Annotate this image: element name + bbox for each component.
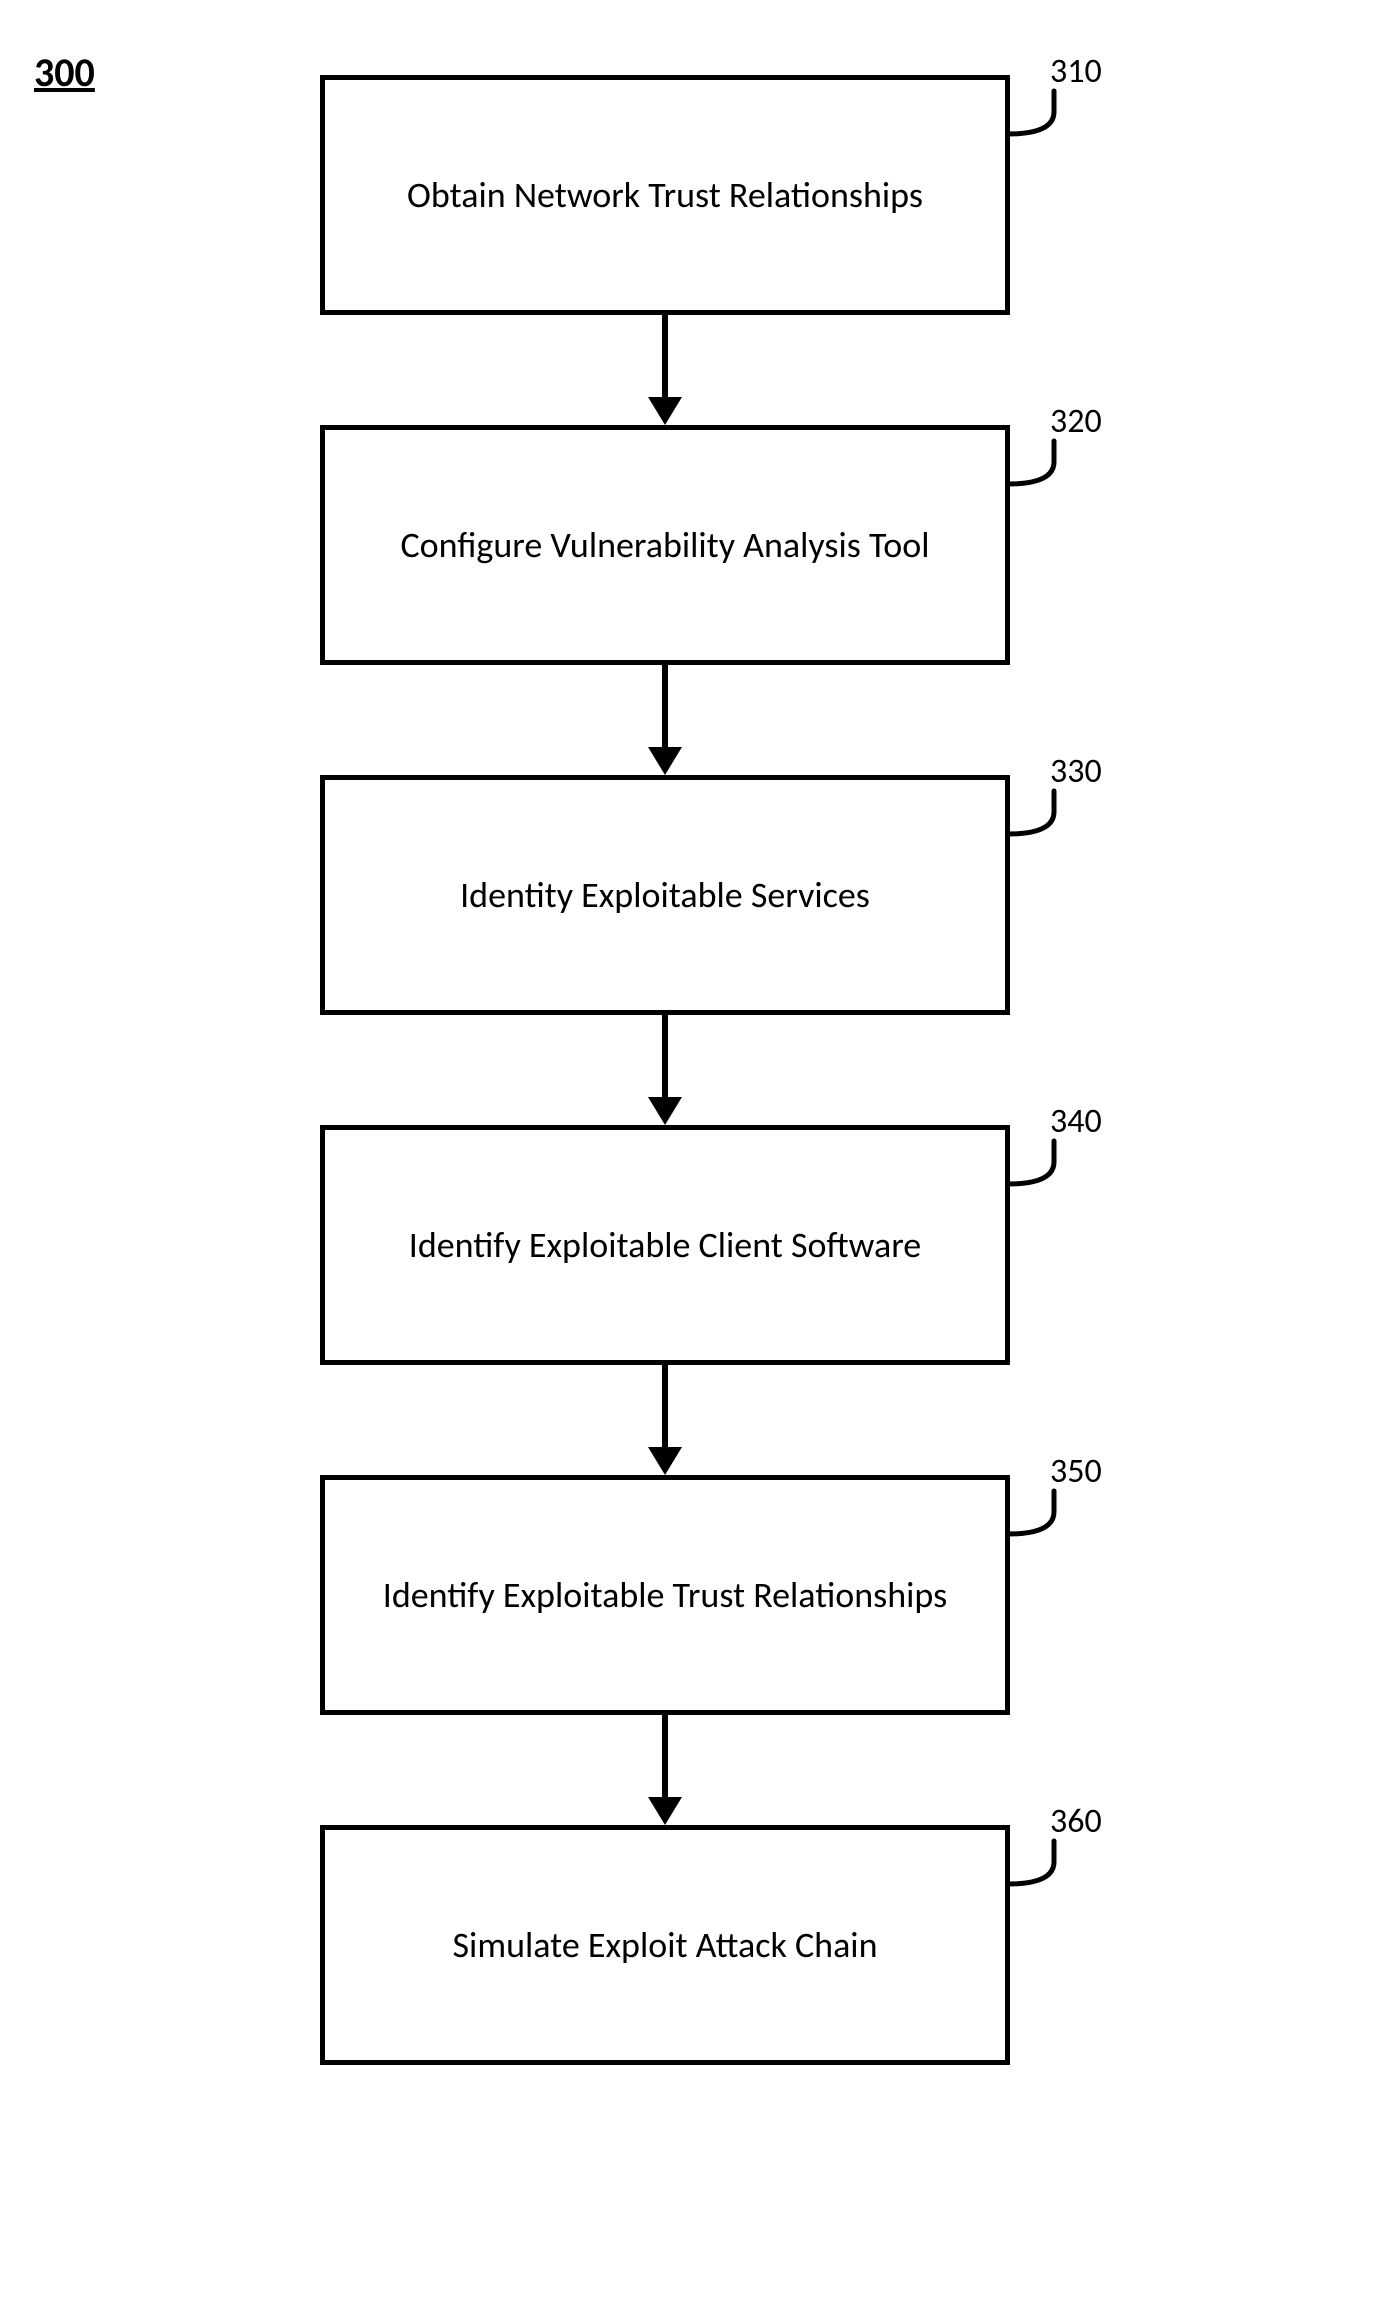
flow-step-label: Identify Exploitable Trust Relationships [383,1573,948,1617]
flow-step-ref: 350 [1050,1451,1102,1492]
flow-step-label: Obtain Network Trust Relationships [407,173,923,217]
arrow-down [646,1015,684,1125]
flow-step-box: Configure Vulnerability Analysis Tool [320,425,1010,665]
flow-step-ref: 320 [1050,401,1102,442]
callout-hook [1004,1137,1062,1190]
flow-step-box: Simulate Exploit Attack Chain [320,1825,1010,2065]
arrow-down [646,315,684,425]
flow-step-label: Simulate Exploit Attack Chain [453,1923,878,1967]
flow-step-box: Identity Exploitable Services [320,775,1010,1015]
figure-number: 300 [34,48,95,97]
flow-step-label: Configure Vulnerability Analysis Tool [400,523,929,567]
callout-hook [1004,787,1062,840]
callout-hook [1004,1837,1062,1890]
flow-step-box: Identify Exploitable Trust Relationships [320,1475,1010,1715]
flow-step-label: Identity Exploitable Services [460,873,870,917]
arrow-down [646,1715,684,1825]
callout-hook [1004,87,1062,140]
callout-hook [1004,1487,1062,1540]
flow-step-box: Identify Exploitable Client Software [320,1125,1010,1365]
callout-hook [1004,437,1062,490]
flow-step-ref: 340 [1050,1101,1102,1142]
flow-step-label: Identify Exploitable Client Software [409,1223,921,1267]
flow-step-ref: 310 [1050,51,1102,92]
flow-step-box: Obtain Network Trust Relationships [320,75,1010,315]
flow-step-ref: 330 [1050,751,1102,792]
arrow-down [646,1365,684,1475]
flow-step-ref: 360 [1050,1801,1102,1842]
arrow-down [646,665,684,775]
